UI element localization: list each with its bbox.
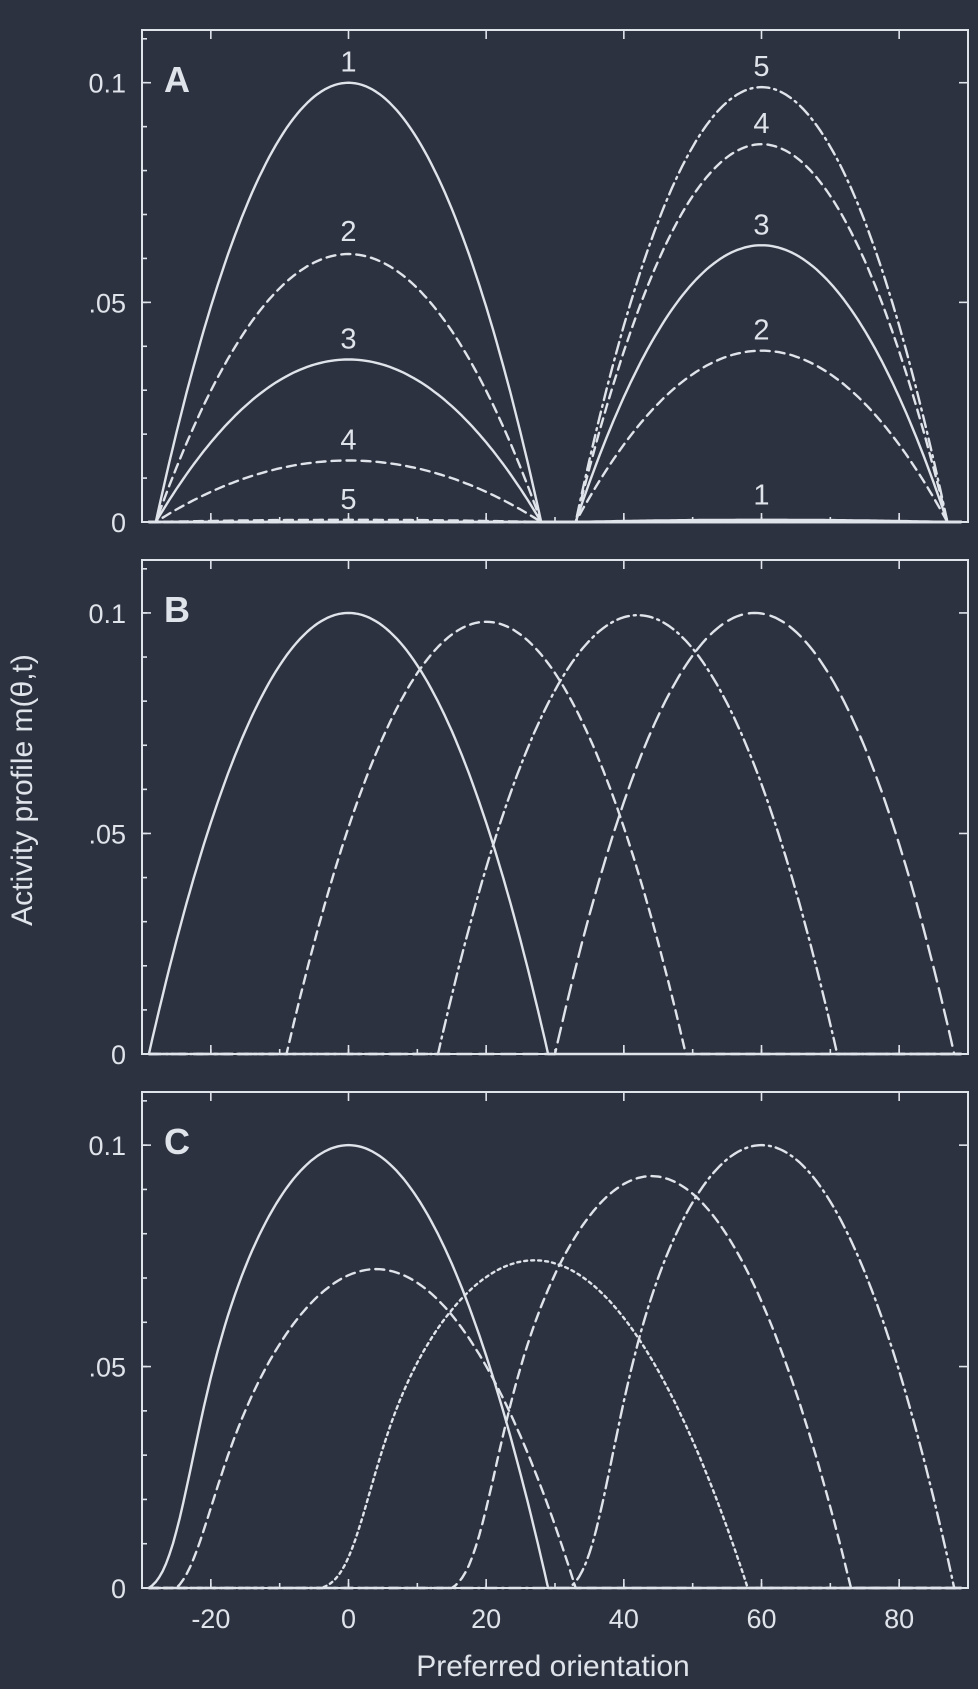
panel-c: 0 .05 0.1 -20 0 20 40 60 80 C [88, 1091, 969, 1634]
series-label: 1 [340, 47, 356, 79]
series-label: 3 [340, 323, 356, 355]
series-label: 5 [753, 51, 769, 83]
series-line-3 [147, 358, 963, 524]
series-line-2 [147, 1267, 963, 1590]
x-tick-label: 60 [746, 1604, 776, 1634]
series-label: 2 [340, 216, 356, 248]
series-line-10 [147, 85, 963, 524]
series-line-1 [147, 81, 963, 524]
y-tick-label: .05 [88, 288, 126, 318]
x-tick-label: 20 [471, 1604, 501, 1634]
series-line-9 [147, 142, 963, 524]
series-line-7 [147, 349, 963, 524]
panel-a: 0 .05 0.1 A 1 2 3 4 5 1 2 3 4 5 [88, 29, 969, 538]
x-tick-label: -20 [191, 1604, 230, 1634]
series-line-3 [147, 613, 963, 1056]
y-tick-label: 0 [111, 1040, 126, 1070]
x-tick-label: 80 [884, 1604, 914, 1634]
series-line-4 [147, 611, 963, 1056]
panel-label: A [164, 59, 190, 100]
series-line-1 [147, 611, 963, 1056]
y-tick-label: 0.1 [88, 69, 126, 99]
y-tick-label: 0 [111, 508, 126, 538]
series-line-4 [147, 459, 963, 524]
y-axis-label: Activity profile m(θ,t) [6, 654, 39, 926]
y-tick-label: .05 [88, 1353, 126, 1383]
series-line-1 [147, 1143, 963, 1590]
series-label: 1 [753, 479, 769, 511]
series-label: 2 [753, 315, 769, 347]
y-tick-label: 0.1 [88, 599, 126, 629]
panel-label: C [164, 1121, 190, 1162]
plot-frame [141, 559, 969, 1055]
series-label: 5 [340, 484, 356, 516]
panel-b: 0 .05 0.1 B [88, 559, 969, 1070]
series-label: 4 [340, 425, 356, 457]
plot-frame [141, 29, 969, 523]
panel-label: B [164, 589, 190, 630]
series-line-4 [147, 1174, 963, 1590]
x-axis-label: Preferred orientation [416, 1650, 690, 1683]
series-label: 4 [753, 108, 769, 140]
series-line-2 [147, 620, 963, 1056]
x-tick-label: 0 [341, 1604, 356, 1634]
y-tick-label: 0 [111, 1574, 126, 1604]
y-tick-label: 0.1 [88, 1131, 126, 1161]
series-label: 3 [753, 209, 769, 241]
x-tick-label: 40 [609, 1604, 639, 1634]
y-tick-label: .05 [88, 819, 126, 849]
plot-frame [141, 1091, 969, 1589]
series-line-8 [147, 244, 963, 524]
